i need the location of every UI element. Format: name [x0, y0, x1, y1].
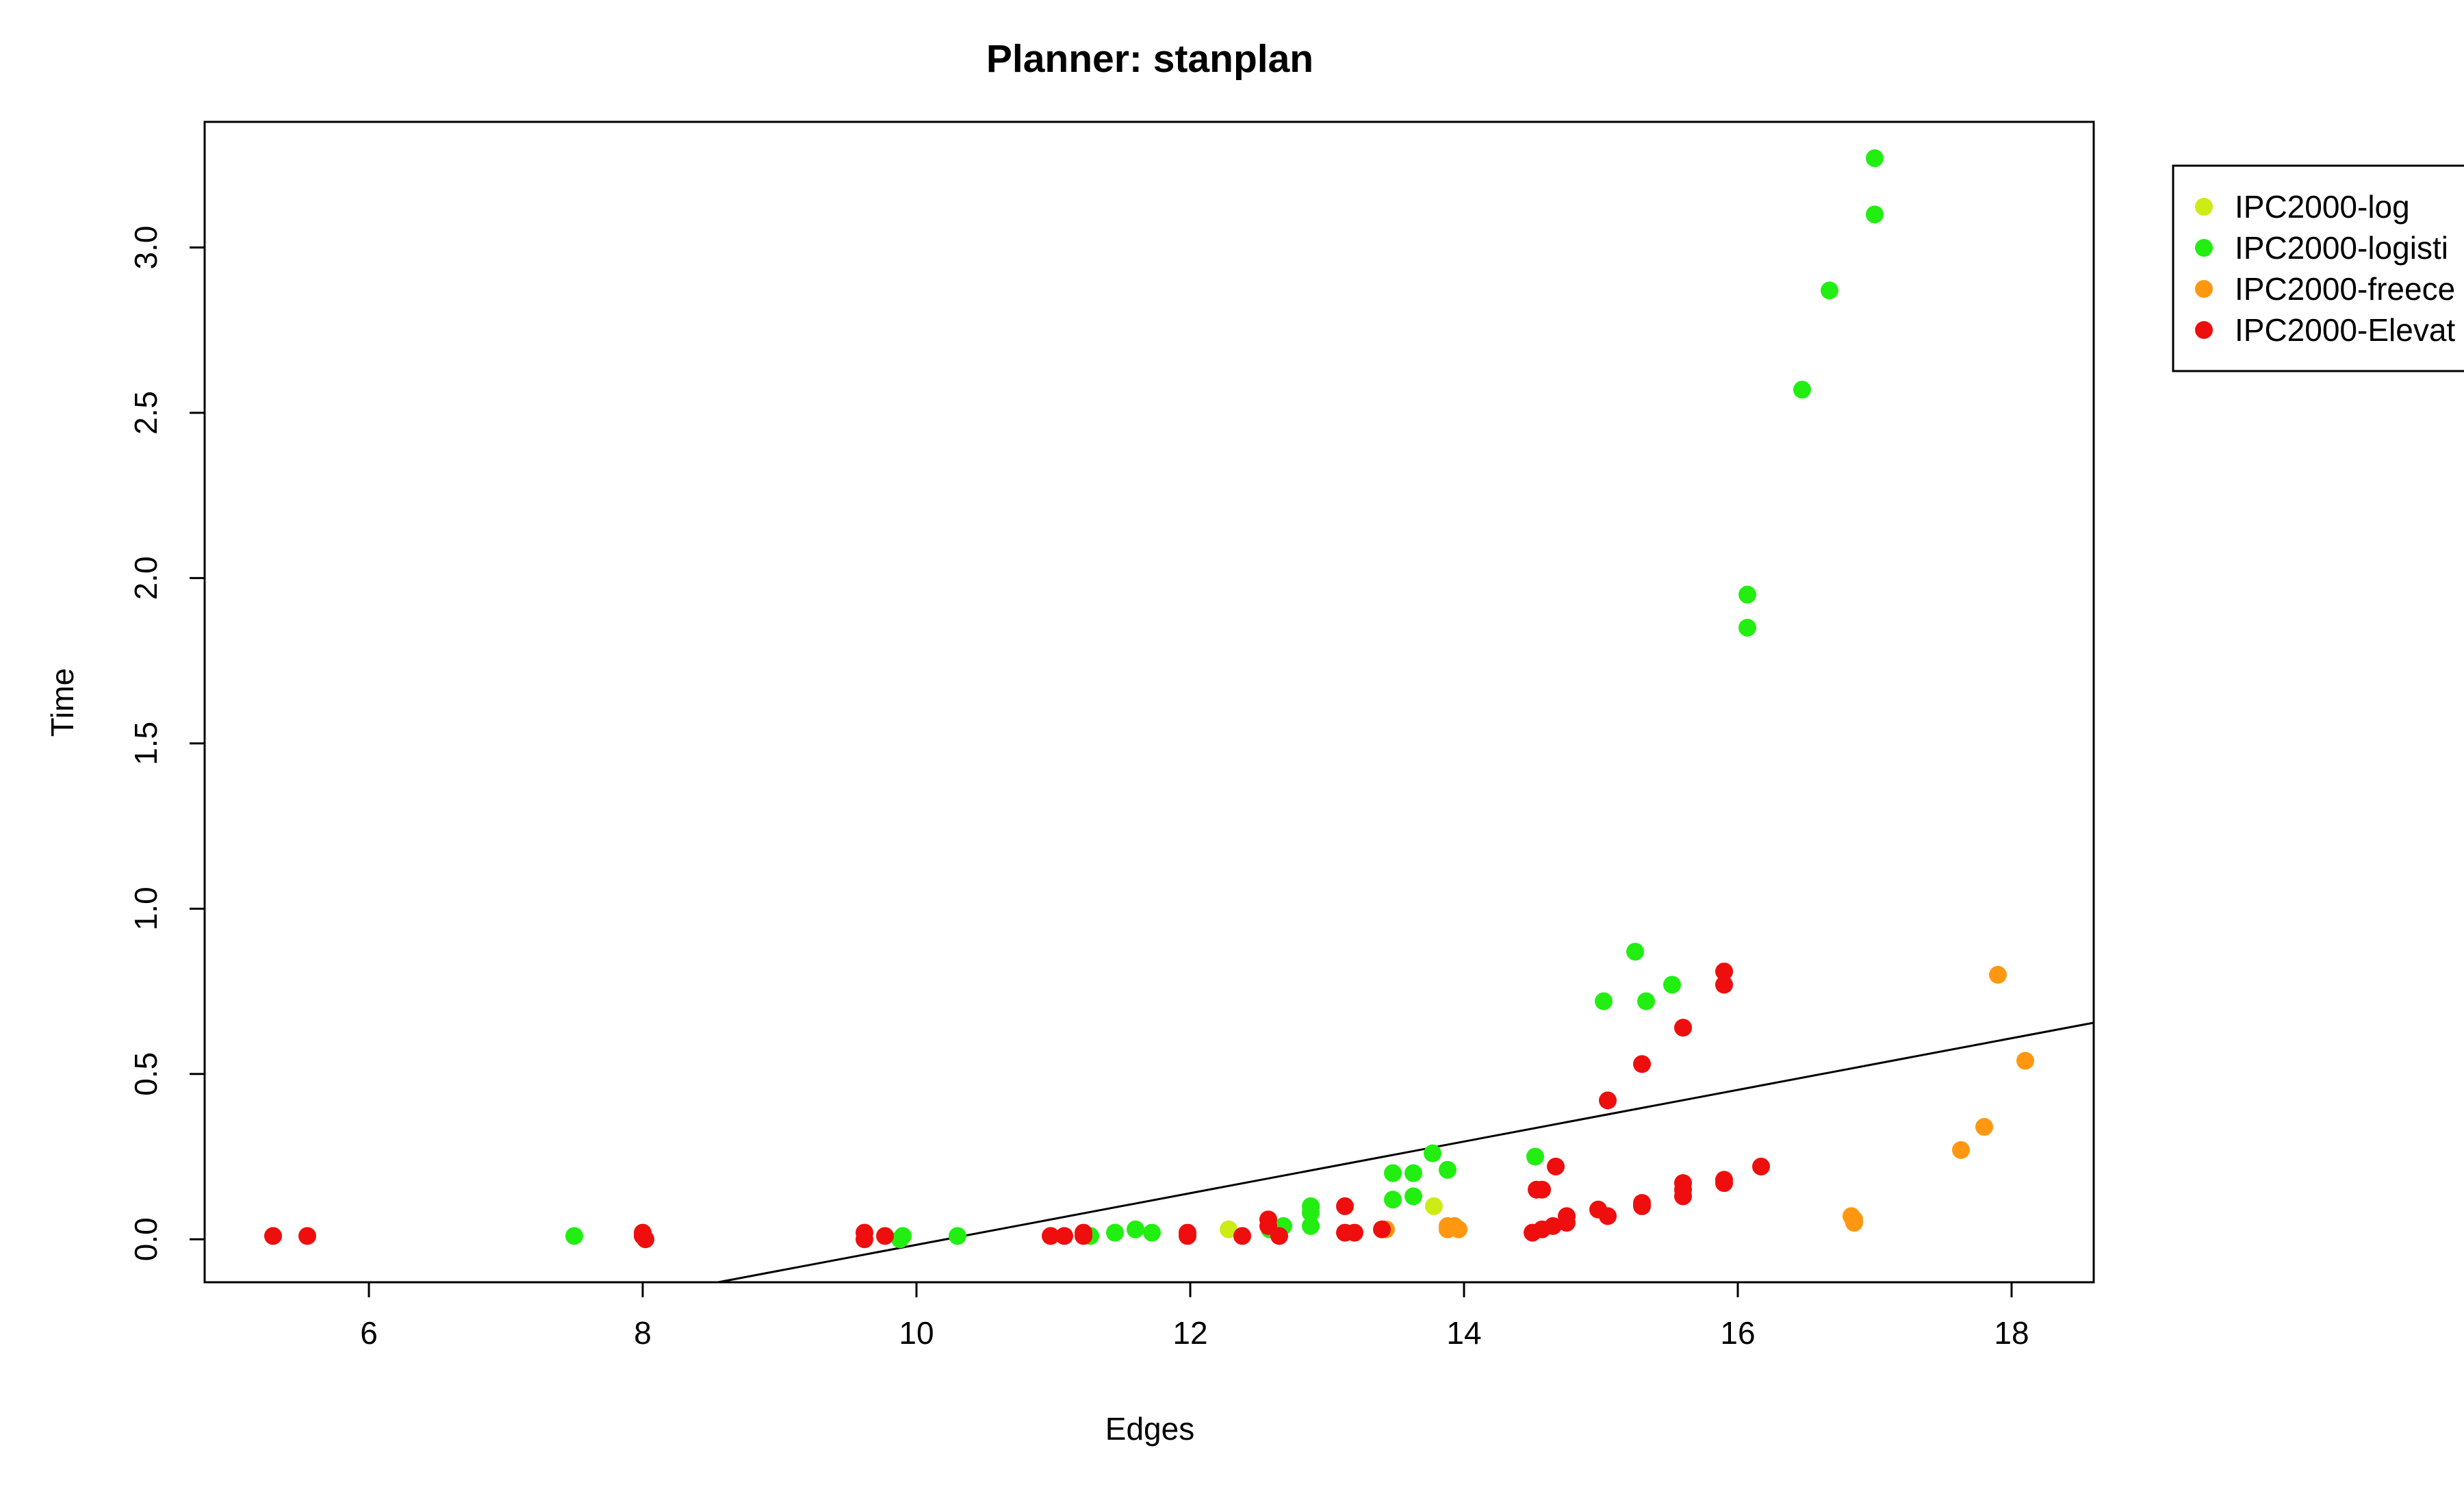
- data-point: [1715, 963, 1733, 981]
- data-point: [1866, 149, 1884, 168]
- data-point: [1793, 381, 1811, 399]
- data-point: [1674, 1187, 1692, 1206]
- y-tick-label: 1.5: [128, 722, 164, 765]
- data-point: [1715, 1174, 1733, 1193]
- data-point: [1106, 1223, 1124, 1242]
- data-point: [1633, 1055, 1651, 1073]
- y-axis: 0.0 0.5 1.0 1.5 2.0 2.5 3.0: [128, 226, 205, 1261]
- data-point: [1425, 1197, 1443, 1215]
- data-point: [1055, 1227, 1073, 1245]
- data-point: [1989, 965, 2007, 984]
- x-tick-label: 14: [1446, 1315, 1481, 1351]
- data-point: [2016, 1052, 2034, 1070]
- data-point: [1179, 1227, 1196, 1245]
- data-point: [1127, 1220, 1144, 1238]
- data-point: [1526, 1147, 1544, 1166]
- y-tick-label: 2.5: [128, 391, 164, 435]
- data-point: [1439, 1160, 1456, 1179]
- data-point: [1637, 992, 1655, 1010]
- data-point: [1626, 943, 1644, 961]
- chart-title: Planner: stanplan: [986, 37, 1313, 81]
- data-point: [856, 1230, 873, 1249]
- y-tick-label: 0.5: [128, 1052, 164, 1096]
- data-point: [1424, 1144, 1441, 1162]
- data-point: [1404, 1164, 1422, 1182]
- x-axis-label: Edges: [1105, 1411, 1194, 1447]
- legend-marker: [2195, 321, 2213, 339]
- data-point: [1845, 1214, 1863, 1232]
- data-point: [1663, 976, 1681, 994]
- data-point: [1975, 1118, 1993, 1136]
- data-point: [1384, 1191, 1402, 1209]
- fit-line: [717, 1021, 2094, 1282]
- legend-label: IPC2000-logisti: [2235, 230, 2448, 266]
- y-tick-label: 0.0: [128, 1217, 164, 1261]
- plot-area: [264, 149, 2094, 1282]
- data-point: [1952, 1141, 1970, 1159]
- data-point: [1866, 205, 1884, 224]
- x-tick-label: 12: [1172, 1315, 1207, 1351]
- y-tick-label: 1.0: [128, 887, 164, 930]
- data-point: [1143, 1223, 1161, 1242]
- data-point: [1595, 992, 1613, 1010]
- data-point: [1220, 1220, 1237, 1238]
- data-point: [1821, 281, 1838, 300]
- data-point: [1599, 1091, 1617, 1110]
- data-point: [1439, 1220, 1456, 1238]
- y-tick-label: 3.0: [128, 226, 164, 270]
- data-point: [1233, 1227, 1251, 1245]
- data-point: [264, 1227, 282, 1245]
- data-point: [1633, 1197, 1651, 1215]
- data-point: [1547, 1157, 1565, 1175]
- x-axis: 6 8 10 12 14 16 18: [360, 1282, 2029, 1351]
- x-tick-label: 18: [1994, 1315, 2029, 1351]
- legend-label: IPC2000-freece: [2235, 271, 2455, 307]
- data-point: [1599, 1207, 1617, 1225]
- data-point: [1075, 1227, 1092, 1245]
- data-point: [1752, 1157, 1770, 1175]
- legend-marker: [2195, 280, 2213, 298]
- x-tick-label: 10: [899, 1315, 934, 1351]
- data-point: [634, 1227, 652, 1245]
- legend-marker: [2195, 239, 2213, 257]
- data-point: [1336, 1197, 1354, 1215]
- legend-box: [2172, 164, 2464, 372]
- data-point: [1346, 1223, 1363, 1242]
- data-point: [1302, 1197, 1320, 1215]
- data-point: [1715, 976, 1733, 994]
- data-point: [1674, 1019, 1692, 1037]
- x-tick-label: 16: [1720, 1315, 1755, 1351]
- data-point: [1738, 585, 1756, 604]
- data-point: [876, 1227, 894, 1245]
- data-point: [1042, 1227, 1060, 1245]
- data-point: [1373, 1220, 1391, 1238]
- data-point: [949, 1227, 966, 1245]
- legend-label: IPC2000-Elevat: [2235, 312, 2455, 348]
- data-point: [1738, 618, 1756, 637]
- data-point: [1533, 1180, 1551, 1199]
- data-point: [565, 1227, 583, 1245]
- y-axis-label: Time: [44, 668, 80, 737]
- data-point: [1270, 1227, 1288, 1245]
- data-point: [298, 1227, 316, 1245]
- x-tick-label: 6: [360, 1315, 378, 1351]
- legend-label: IPC2000-log: [2235, 189, 2410, 225]
- data-point: [1558, 1214, 1576, 1232]
- data-point: [1404, 1187, 1422, 1206]
- data-point: [1384, 1164, 1402, 1182]
- data-point: [894, 1227, 912, 1245]
- legend-marker: [2195, 198, 2213, 216]
- data-point: [1544, 1217, 1562, 1235]
- x-tick-label: 8: [634, 1315, 652, 1351]
- data-point: [1302, 1217, 1320, 1235]
- legend: IPC2000-log IPC2000-logisti IPC2000-freece…: [2172, 164, 2464, 372]
- plot-frame: [203, 120, 2095, 1284]
- y-tick-label: 2.0: [128, 556, 164, 600]
